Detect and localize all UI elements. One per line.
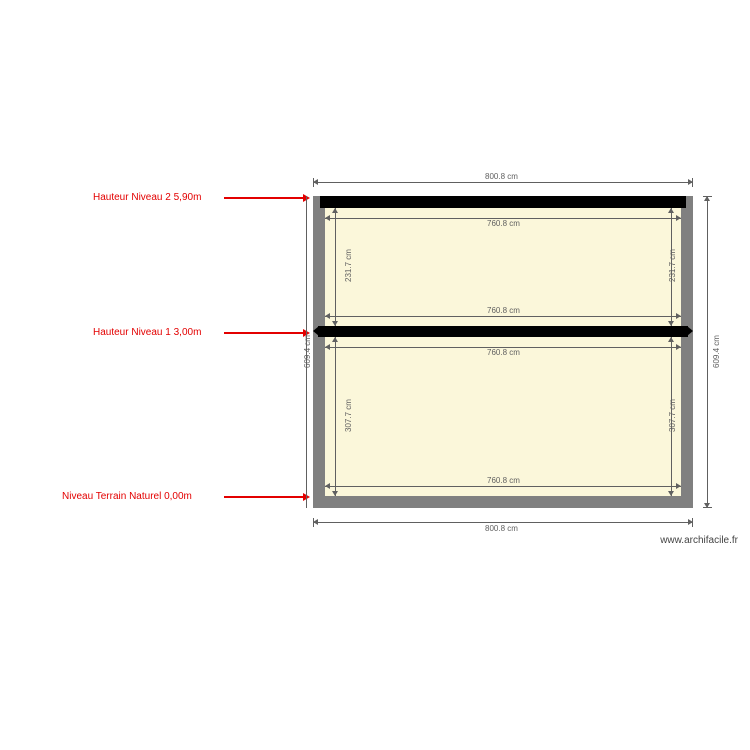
dim-room2-h (335, 208, 336, 326)
dim-arrow-icon (325, 483, 330, 489)
dim-cap (692, 518, 693, 527)
dim-arrow-icon (325, 215, 330, 221)
dim-arrow-icon (332, 321, 338, 326)
dim-arrow-icon (676, 215, 681, 221)
dim-room1-h-label: 307.7 cm (668, 399, 677, 432)
dim-arrow-icon (325, 313, 330, 319)
dim-outer-width-top-label: 800.8 cm (485, 172, 518, 181)
dim-arrow-icon (676, 344, 681, 350)
dim-room2-h-label: 231.7 cm (668, 249, 677, 282)
level2-label: Hauteur Niveau 2 5,90m (93, 192, 201, 203)
slab-end-decor (313, 326, 319, 336)
dim-inner-width (325, 316, 681, 317)
roof-slab (320, 196, 686, 208)
dim-inner-width-label: 760.8 cm (487, 476, 520, 485)
dim-arrow-icon (676, 483, 681, 489)
dim-arrow-icon (325, 344, 330, 350)
dim-arrow-icon (332, 491, 338, 496)
level1-line (224, 332, 304, 334)
dim-cap (313, 518, 314, 527)
level2-line (224, 197, 304, 199)
dim-outer-height-left-label: 609.4 cm (303, 335, 312, 368)
level1-label: Hauteur Niveau 1 3,00m (93, 327, 201, 338)
dim-arrow-icon (332, 208, 338, 213)
dim-room1-h (335, 337, 336, 496)
dim-outer-height-right (707, 196, 708, 508)
dim-arrow-icon (676, 313, 681, 319)
dim-outer-width-bottom-label: 800.8 cm (485, 524, 518, 533)
dim-inner-width-label: 760.8 cm (487, 219, 520, 228)
dim-inner-width-label: 760.8 cm (487, 348, 520, 357)
dim-cap (313, 178, 314, 187)
slab-end-decor (687, 326, 693, 336)
dim-outer-height-right-label: 609.4 cm (712, 335, 721, 368)
dim-inner-width (325, 486, 681, 487)
dim-arrow-icon (668, 208, 674, 213)
dim-room1-h-label: 307.7 cm (344, 399, 353, 432)
dim-arrow-icon (668, 491, 674, 496)
room-level1 (325, 337, 681, 496)
watermark: www.archifacile.fr (660, 535, 738, 546)
dim-arrow-icon (668, 321, 674, 326)
dim-outer-width-bottom (313, 522, 693, 523)
terrain-label: Niveau Terrain Naturel 0,00m (62, 491, 192, 502)
floor-slab-level1 (318, 326, 688, 337)
drawing-canvas: Hauteur Niveau 2 5,90m Hauteur Niveau 1 … (0, 0, 750, 750)
dim-cap (692, 178, 693, 187)
dim-cap (703, 507, 712, 508)
dim-outer-width-top (313, 182, 693, 183)
dim-room2-h-label: 231.7 cm (344, 249, 353, 282)
terrain-line (224, 496, 304, 498)
dim-arrow-icon (332, 337, 338, 342)
dim-inner-width-label: 760.8 cm (487, 306, 520, 315)
dim-cap (703, 196, 712, 197)
dim-arrow-icon (668, 337, 674, 342)
